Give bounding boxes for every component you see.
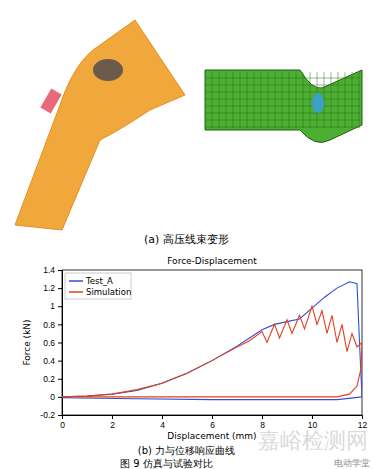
fem-grid (206, 113, 360, 114)
tick: 0.6 (43, 338, 62, 348)
tick-mark (58, 343, 62, 344)
tick: 1.4 (43, 265, 62, 275)
fem-grid (310, 72, 311, 128)
figure: (a) 高压线束变形Force-Displacement024681012-0.… (0, 0, 373, 469)
fem-grid (289, 72, 290, 128)
tick-label: 1 (50, 301, 55, 311)
watermark: 嘉峪检测网 (258, 428, 368, 453)
fem-grid (206, 120, 360, 121)
y-axis: -0.2 0 0.2 0.4 0.6 0.8 1 1.2 1.4 (40, 265, 62, 420)
tick-mark (58, 288, 62, 289)
fem-grid (296, 72, 297, 128)
tick: 1 (50, 301, 62, 311)
tick-mark (58, 324, 62, 325)
fem-grid (275, 72, 276, 128)
tick-label: 4 (160, 420, 165, 430)
fem-grid (303, 72, 304, 128)
tick-label: 0.8 (43, 320, 55, 330)
plot-area (62, 282, 362, 400)
tick: 0.2 (43, 374, 62, 384)
fem-tube (205, 70, 362, 142)
tick-label: 0 (50, 392, 55, 402)
caption-b: (b) 力与位移响应曲线 (138, 445, 235, 456)
tick: -0.2 (40, 410, 62, 420)
watermark: 电动学堂 (334, 458, 370, 468)
series-line (62, 282, 362, 400)
axis-line (63, 416, 363, 420)
tick-label: 1.2 (43, 283, 55, 293)
fem-grid (233, 72, 234, 128)
legend-box (65, 273, 131, 299)
legend-label: Test_A (85, 276, 113, 286)
fem-contact (312, 93, 324, 113)
tick-mark (58, 379, 62, 380)
harness-label (40, 88, 61, 113)
fem-grid (206, 92, 360, 93)
tick: 0 (60, 415, 65, 430)
fem-grid (359, 72, 360, 128)
fem-grid (352, 72, 353, 128)
tick-mark (212, 415, 213, 419)
tick-mark (58, 397, 62, 398)
tick-label: 0.6 (43, 338, 55, 348)
legend-swatch (69, 280, 83, 282)
tick-mark (362, 415, 363, 419)
images (15, 20, 362, 230)
fem-grid (206, 127, 360, 128)
tick-mark (162, 415, 163, 419)
fem-grid (212, 72, 213, 128)
tick-label: 6 (210, 420, 215, 430)
fem-grid (206, 106, 360, 107)
fem-grid (261, 72, 262, 128)
tick: 1.2 (43, 283, 62, 293)
caption: 图 9 仿真与试验对比 (120, 458, 213, 469)
fem-mesh (205, 70, 362, 142)
tick-mark (262, 415, 263, 419)
tick-label: 0.2 (43, 374, 55, 384)
tick-mark (58, 361, 62, 362)
fem-grid (254, 72, 255, 128)
fem-grid (206, 85, 360, 86)
legend-swatch (69, 291, 83, 293)
fem-grid (282, 72, 283, 128)
tick: 4 (160, 415, 165, 430)
legend-label: Simulation (86, 287, 131, 297)
y-axis-title: Force (kN) (22, 319, 32, 365)
tick: 0 (50, 392, 62, 402)
series-line (62, 306, 362, 397)
tick-label: -0.2 (40, 410, 55, 420)
fem-grid (331, 72, 332, 128)
harness-photo (15, 20, 185, 230)
fem-grid (226, 72, 227, 128)
tick: 2 (110, 415, 115, 430)
tick-label: 0.4 (43, 356, 55, 366)
tick-label: 0 (60, 420, 65, 430)
legend: Test_ASimulation (65, 273, 131, 299)
plot-frame (62, 270, 362, 415)
caption-a: (a) 高压线束变形 (144, 233, 229, 246)
tick-mark (58, 415, 62, 416)
tick-mark (112, 415, 113, 419)
fem-grid (240, 72, 241, 128)
tick-mark (58, 306, 62, 307)
fem-grid (345, 72, 346, 128)
x-axis-title: Displacement (mm) (167, 431, 256, 441)
tick-mark (58, 270, 62, 271)
fem-grid (247, 72, 248, 128)
fem-grid (206, 78, 360, 79)
harness-damage (93, 59, 123, 81)
tick-label: 1.4 (43, 265, 55, 275)
tick: 6 (210, 415, 215, 430)
tick: 0.8 (43, 320, 62, 330)
fem-grid (268, 72, 269, 128)
tick-mark (312, 415, 313, 419)
tick-label: 2 (110, 420, 115, 430)
fem-grid (206, 99, 360, 100)
tick: 0.4 (43, 356, 62, 366)
fem-grid (219, 72, 220, 128)
axis-line (58, 271, 63, 416)
fem-grid (338, 72, 339, 128)
chart-title: Force-Displacement (167, 256, 257, 266)
